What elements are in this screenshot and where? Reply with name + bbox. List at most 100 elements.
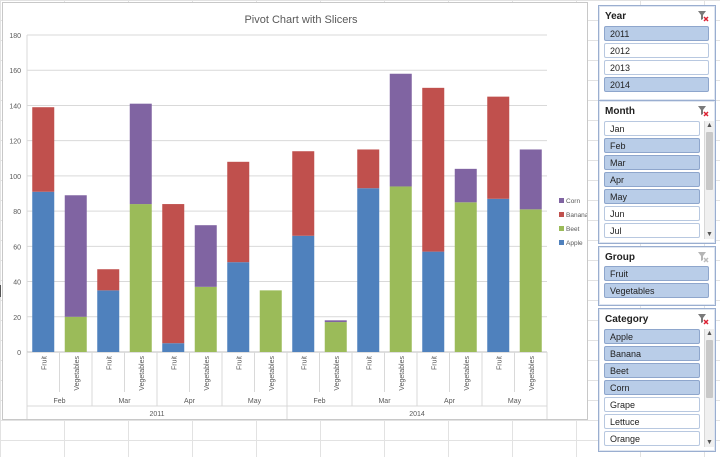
slicer-group-item[interactable]: Vegetables (604, 283, 709, 298)
slicer-year[interactable]: Year 2011 2012 2013 2014 (598, 5, 716, 101)
bar-segment-beet (324, 322, 347, 352)
clear-filter-icon[interactable] (697, 105, 709, 117)
chevron-down-icon[interactable]: ▼ (706, 439, 713, 446)
slicer-month-item[interactable]: Feb (604, 138, 700, 153)
slicer-category-item[interactable]: Lettuce (604, 414, 700, 429)
bar-segment-apple (292, 235, 315, 352)
slicer-category-item[interactable]: Grape (604, 397, 700, 412)
y-tick-label: 120 (9, 139, 21, 146)
slicer-month-item[interactable]: May (604, 189, 700, 204)
month-group-label: Mar (118, 398, 131, 405)
month-group-label: May (248, 398, 262, 405)
bar-segment-corn (129, 103, 152, 205)
slicer-month-item[interactable]: Jun (604, 206, 700, 221)
clear-filter-icon[interactable] (697, 251, 709, 263)
bar-segment-corn (519, 149, 542, 210)
bar-segment-corn (454, 168, 477, 203)
month-group-label: Mar (378, 398, 391, 405)
slicer-category[interactable]: Category Apple Banana Beet Corn Grape Lettuce… (598, 308, 716, 452)
slicer-month[interactable]: Month Jan Feb Mar Apr May Jun Jul ▲ ▼ (598, 100, 716, 244)
bar-segment-corn (64, 195, 87, 317)
chart-title: Pivot Chart with Slicers (244, 14, 358, 26)
x-tick-label: Fruit (366, 356, 373, 370)
chart-canvas: Pivot Chart with Slicers 0 20 40 60 80 100 120 1… (9, 14, 587, 419)
x-tick-label: Vegetables (399, 356, 406, 391)
bar-segment-banana (422, 87, 445, 252)
slicer-category-item[interactable]: Corn (604, 380, 700, 395)
slicer-month-item[interactable]: Jan (604, 121, 700, 136)
bar-segment-banana (487, 96, 510, 199)
slicer-category-header: Category (599, 309, 715, 329)
year-group-label: 2011 (149, 411, 164, 418)
slicer-month-title: Month (605, 105, 635, 117)
slicer-group[interactable]: Group Fruit Vegetables (598, 246, 716, 306)
slicer-category-item[interactable]: Apple (604, 329, 700, 344)
bar-segment-beet (454, 202, 477, 352)
slicer-year-item[interactable]: 2012 (604, 43, 709, 58)
bar-segment-beet (194, 286, 217, 352)
month-group-label: Feb (53, 398, 65, 405)
scroll-thumb[interactable] (706, 132, 713, 190)
bar-segment-beet (64, 316, 87, 352)
y-tick-label: 160 (9, 68, 21, 75)
clear-filter-icon[interactable] (697, 313, 709, 325)
x-tick-label: Fruit (171, 356, 178, 370)
y-tick-label: 180 (9, 33, 21, 40)
slicer-category-item[interactable]: Orange (604, 431, 700, 446)
bar-segment-apple (97, 290, 120, 352)
chevron-up-icon[interactable]: ▲ (706, 330, 713, 337)
x-tick-label: Fruit (236, 356, 243, 370)
slicer-category-scrollbar[interactable]: ▲ ▼ (704, 329, 714, 447)
bar-segment-apple (227, 262, 250, 352)
bar-segment-banana (32, 107, 55, 192)
selection-edge (0, 285, 4, 297)
chevron-down-icon[interactable]: ▼ (706, 231, 713, 238)
x-tick-label: Vegetables (334, 356, 341, 391)
x-tick-label: Vegetables (529, 356, 536, 391)
bar-segment-apple (32, 191, 55, 352)
bar-segment-corn (324, 320, 347, 323)
x-tick-label: Vegetables (74, 356, 81, 391)
legend-label: Beet (566, 226, 580, 233)
x-tick-label: Vegetables (464, 356, 471, 391)
y-tick-label: 40 (13, 280, 21, 287)
x-tick-label: Vegetables (269, 356, 276, 391)
bar-segment-banana (97, 269, 120, 291)
y-tick-label: 140 (9, 103, 21, 110)
bar-segment-banana (357, 149, 380, 189)
chevron-up-icon[interactable]: ▲ (706, 122, 713, 129)
slicer-group-title: Group (605, 251, 635, 263)
slicer-year-item[interactable]: 2013 (604, 60, 709, 75)
bar-segment-banana (162, 204, 185, 344)
slicer-group-item[interactable]: Fruit (604, 266, 709, 281)
month-group-label: Feb (313, 398, 325, 405)
legend-swatch (559, 240, 564, 245)
bar-segment-corn (389, 73, 412, 187)
y-tick-label: 80 (13, 209, 21, 216)
bar-segment-apple (357, 188, 380, 352)
slicer-category-item[interactable]: Beet (604, 363, 700, 378)
slicer-month-item[interactable]: Mar (604, 155, 700, 170)
slicer-month-scrollbar[interactable]: ▲ ▼ (704, 121, 714, 239)
slicer-month-item[interactable]: Apr (604, 172, 700, 187)
slicer-year-item[interactable]: 2011 (604, 26, 709, 41)
clear-filter-icon[interactable] (697, 10, 709, 22)
legend-swatch (559, 212, 564, 217)
bar-segment-apple (487, 198, 510, 352)
y-tick-label: 100 (9, 174, 21, 181)
slicer-month-item[interactable]: Jul (604, 223, 700, 238)
bar-segment-beet (259, 290, 282, 352)
legend-swatch (559, 198, 564, 203)
slicer-category-item[interactable]: Banana (604, 346, 700, 361)
slicer-year-header: Year (599, 6, 715, 26)
y-tick-label: 0 (17, 350, 21, 357)
pivot-chart[interactable]: Pivot Chart with Slicers 0 20 40 60 80 100 120 1… (2, 2, 588, 420)
legend-swatch (559, 226, 564, 231)
year-group-label: 2014 (409, 411, 425, 418)
scroll-thumb[interactable] (706, 340, 713, 398)
legend-label: Corn (566, 198, 580, 205)
x-tick-label: Fruit (106, 356, 113, 370)
y-tick-label: 20 (13, 315, 21, 322)
slicer-year-item[interactable]: 2014 (604, 77, 709, 92)
slicer-month-header: Month (599, 101, 715, 121)
